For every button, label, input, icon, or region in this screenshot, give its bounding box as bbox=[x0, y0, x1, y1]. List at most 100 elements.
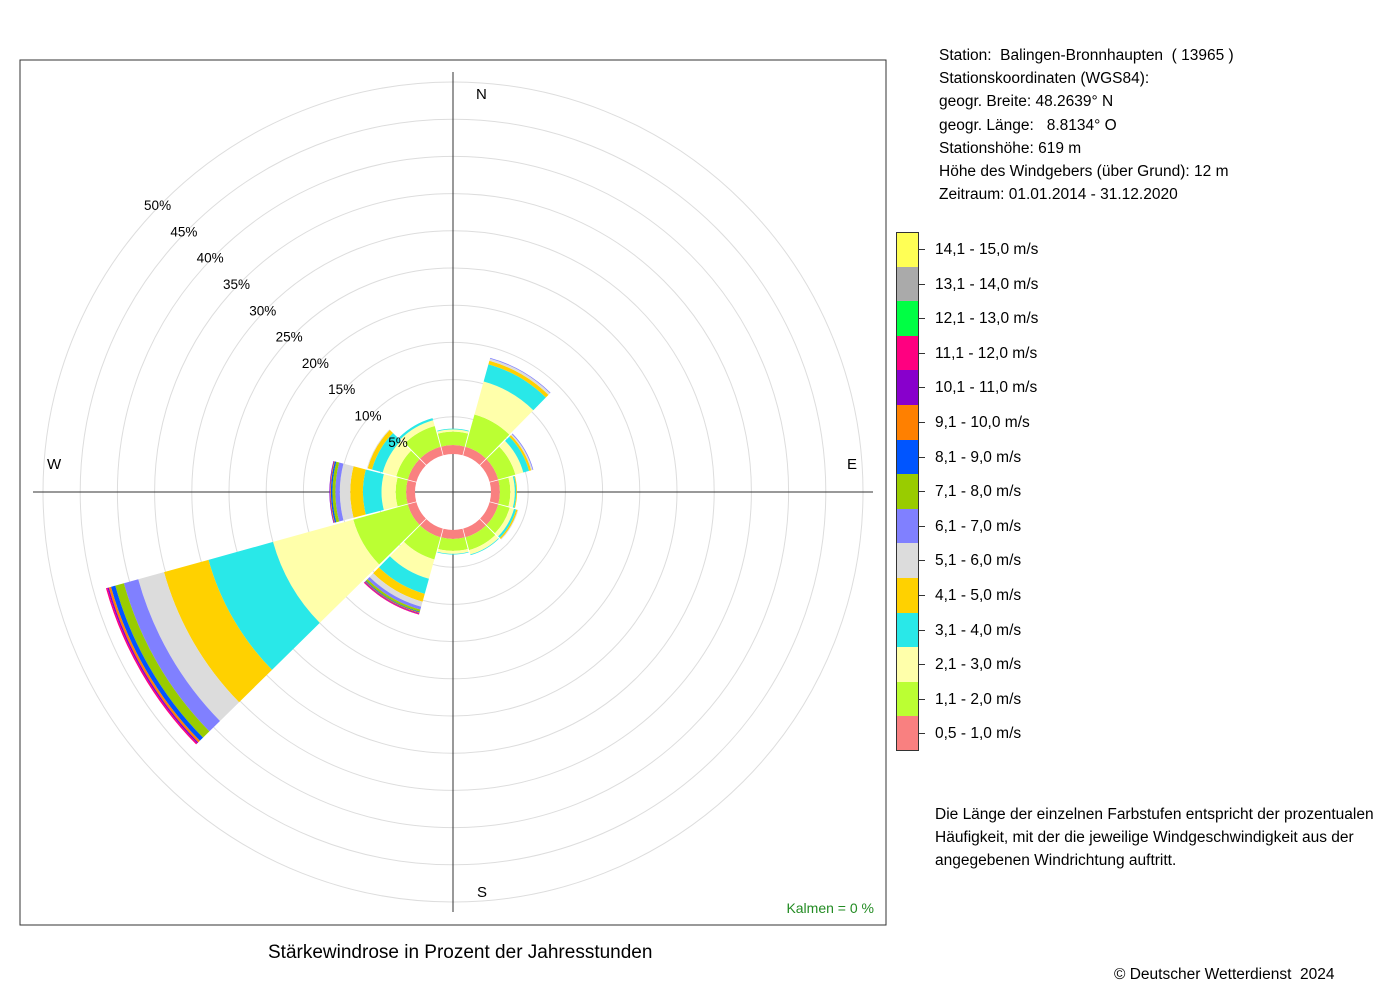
legend-tick bbox=[919, 594, 925, 596]
legend-item: 3,1 - 4,0 m/s bbox=[896, 612, 1296, 648]
legend-item: 8,1 - 9,0 m/s bbox=[896, 439, 1296, 475]
legend-item: 4,1 - 5,0 m/s bbox=[896, 577, 1296, 613]
legend-swatch bbox=[896, 474, 919, 509]
calm-label: Kalmen = 0 % bbox=[786, 900, 874, 916]
sector-150 bbox=[463, 519, 499, 556]
bar-330-class-3 bbox=[399, 418, 434, 439]
legend-tick bbox=[919, 318, 925, 320]
compass-axes bbox=[33, 72, 873, 912]
bar-60-class-2 bbox=[499, 440, 524, 475]
legend-label: 13,1 - 14,0 m/s bbox=[935, 275, 1039, 293]
bar-270-class-4 bbox=[350, 466, 366, 518]
legend-tick bbox=[919, 560, 925, 562]
bar-120-class-0 bbox=[480, 502, 499, 525]
legend-item: 12,1 - 13,0 m/s bbox=[896, 301, 1296, 336]
sector-330 bbox=[399, 418, 443, 465]
bar-270-class-2 bbox=[381, 474, 398, 510]
legend-tick bbox=[919, 698, 925, 700]
bar-240-class-5 bbox=[138, 572, 240, 721]
bar-0-class-1 bbox=[437, 431, 469, 447]
sector-0 bbox=[437, 428, 469, 456]
bar-240-class-1 bbox=[353, 504, 420, 565]
legend-label: 14,1 - 15,0 m/s bbox=[935, 241, 1039, 258]
bar-270-class-9 bbox=[330, 461, 335, 523]
legend-item: 1,1 - 2,0 m/s bbox=[896, 681, 1296, 717]
bar-120-class-3 bbox=[498, 508, 517, 538]
plot-frame bbox=[19, 59, 887, 926]
legend-label: 5,1 - 6,0 m/s bbox=[935, 552, 1022, 570]
legend-tick bbox=[919, 491, 925, 493]
tick-label-10: 10% bbox=[354, 409, 381, 424]
tick-label-15: 15% bbox=[328, 382, 355, 397]
explanation-text: Die Länge der einzelnen Farbstufen entsp… bbox=[935, 806, 1374, 869]
tick-label-50: 50% bbox=[144, 198, 171, 213]
tick-label-45: 45% bbox=[170, 224, 197, 239]
chart-title: Stärkewindrose in Prozent der Jahresstun… bbox=[268, 942, 653, 963]
sector-210 bbox=[363, 519, 443, 615]
legend-label: 0,5 - 1,0 m/s bbox=[935, 725, 1022, 743]
legend-item: 11,1 - 12,0 m/s bbox=[896, 335, 1296, 371]
legend-item: 6,1 - 7,0 m/s bbox=[896, 508, 1296, 544]
sector-120 bbox=[480, 502, 519, 540]
bar-210-class-6 bbox=[367, 576, 422, 610]
tick-label-30: 30% bbox=[249, 303, 276, 318]
legend-tick bbox=[919, 283, 925, 285]
bar-300-class-1 bbox=[396, 450, 420, 480]
bar-120-class-2 bbox=[494, 507, 514, 537]
tick-label-40: 40% bbox=[197, 251, 224, 266]
wind-sectors bbox=[105, 357, 551, 745]
legend-label: 1,1 - 2,0 m/s bbox=[935, 690, 1022, 708]
legend-tick bbox=[919, 249, 925, 250]
tick-label-20: 20% bbox=[302, 356, 329, 371]
legend-item: 0,5 - 1,0 m/s bbox=[896, 716, 1296, 751]
wind-rose-chart: 5% 10% 15% 20% 25%30% 35% 40%45% 50% N S E W Ka… bbox=[19, 59, 887, 926]
legend-tick bbox=[919, 733, 925, 735]
bar-150-class-0 bbox=[463, 519, 486, 538]
bar-60-class-1 bbox=[486, 446, 516, 480]
compass-east: E bbox=[847, 456, 857, 473]
bar-30-class-1 bbox=[465, 414, 510, 459]
legend-label: 2,1 - 3,0 m/s bbox=[935, 656, 1022, 674]
bar-300-class-2 bbox=[382, 440, 412, 477]
bar-300-class-3 bbox=[371, 433, 401, 473]
bar-30-class-3 bbox=[483, 364, 546, 411]
legend-label: 6,1 - 7,0 m/s bbox=[935, 517, 1022, 535]
legend-label: 4,1 - 5,0 m/s bbox=[935, 586, 1022, 604]
legend-swatch bbox=[896, 681, 919, 717]
legend-swatch bbox=[896, 232, 919, 267]
bar-0-class-3 bbox=[437, 428, 469, 432]
bar-240-class-3 bbox=[208, 541, 320, 670]
sector-30 bbox=[463, 357, 551, 465]
legend-item: 14,1 - 15,0 m/s bbox=[896, 232, 1296, 267]
bar-150-class-2 bbox=[469, 535, 499, 555]
speed-legend: 14,1 - 15,0 m/s 13,1 - 14,0 m/s 12,1 - 13,… bbox=[896, 232, 1296, 751]
sector-60 bbox=[480, 433, 534, 482]
legend-item: 2,1 - 3,0 m/s bbox=[896, 647, 1296, 682]
bar-240-class-6 bbox=[123, 579, 221, 732]
bar-270-class-8 bbox=[330, 461, 337, 523]
bar-180-class-0 bbox=[441, 528, 465, 539]
bar-0-class-2 bbox=[437, 429, 469, 434]
legend-label: 7,1 - 8,0 m/s bbox=[935, 483, 1022, 501]
legend-swatch bbox=[896, 266, 919, 302]
legend-tick bbox=[919, 525, 925, 527]
bar-210-class-7 bbox=[365, 579, 421, 612]
legend-tick bbox=[919, 421, 925, 423]
legend-label: 9,1 - 10,0 m/s bbox=[935, 413, 1030, 431]
bar-30-class-5 bbox=[489, 358, 551, 395]
bar-270-class-7 bbox=[332, 461, 340, 523]
compass-south: S bbox=[477, 884, 487, 901]
legend-label: 11,1 - 12,0 m/s bbox=[935, 344, 1038, 362]
time-period: Zeitraum: 01.01.2014 - 31.12.2020 bbox=[939, 186, 1178, 204]
sector-300 bbox=[366, 429, 426, 482]
compass-west: W bbox=[47, 456, 62, 473]
copyright: © Deutscher Wetterdienst 2024 bbox=[1114, 966, 1335, 983]
legend-label: 8,1 - 9,0 m/s bbox=[935, 448, 1022, 466]
bar-90-class-0 bbox=[489, 480, 500, 504]
bar-180-class-1 bbox=[438, 537, 468, 551]
station-info: Station: Balingen-Bronnhaupten ( 13965 )… bbox=[939, 44, 1234, 206]
tick-label-25: 25% bbox=[276, 330, 303, 345]
legend-swatch bbox=[896, 404, 919, 440]
station-coords-heading: Stationskoordinaten (WGS84): bbox=[939, 70, 1150, 88]
legend-item: 9,1 - 10,0 m/s bbox=[896, 404, 1296, 440]
